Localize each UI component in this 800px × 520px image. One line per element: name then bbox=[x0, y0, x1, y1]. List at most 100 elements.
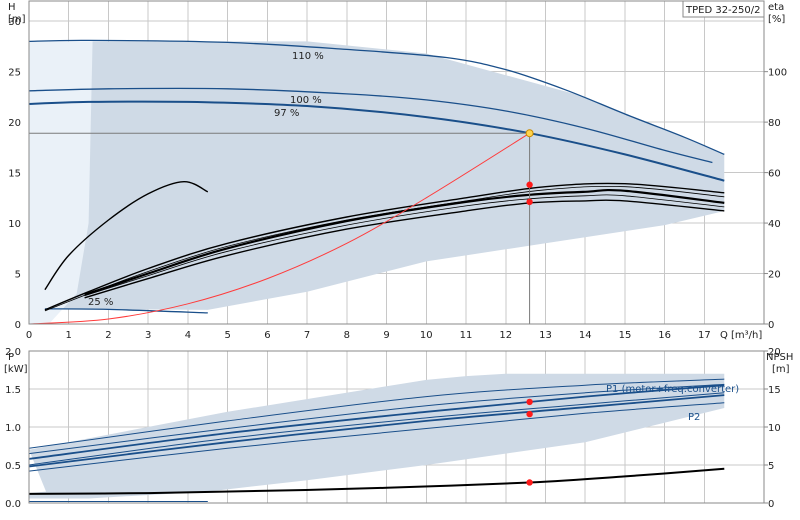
power-axis-unit: [kW] bbox=[4, 364, 28, 375]
chart-title: TPED 32-250/2 bbox=[685, 5, 761, 16]
curve-eta-1 bbox=[44, 182, 725, 311]
system-curve bbox=[28, 132, 530, 325]
curve-p1-110 bbox=[28, 378, 725, 449]
eta-axis-unit: [%] bbox=[768, 14, 785, 25]
power-panel: 0.0 0.5 1.0 1.5 2.0 0 5 10 15 20 P [kW] NPSH [m]… bbox=[4, 347, 793, 510]
power-duty-point bbox=[526, 398, 533, 406]
head-tick-label: 10 bbox=[8, 219, 21, 230]
power-duty-point bbox=[526, 479, 533, 486]
npsh-tick-label: 5 bbox=[768, 461, 774, 472]
q-axis-unit: [m³/h] bbox=[731, 330, 762, 341]
label-110: 110 % bbox=[292, 51, 324, 62]
curve-npsh bbox=[28, 467, 725, 495]
npsh-tick-label: 0 bbox=[768, 499, 774, 510]
head-tick-label: 5 bbox=[15, 270, 21, 281]
curve-97 bbox=[28, 100, 725, 182]
q-tick-label: 9 bbox=[383, 330, 389, 341]
q-tick-label: 1 bbox=[66, 330, 72, 341]
q-tick-label: 0 bbox=[26, 330, 32, 341]
npsh-tick-label: 20 bbox=[768, 347, 781, 358]
q-tick-label: 16 bbox=[658, 330, 671, 341]
eta-tick-label: 80 bbox=[768, 118, 781, 129]
npsh-y-ticks: 0 5 10 15 20 bbox=[764, 347, 781, 510]
npsh-tick-label: 15 bbox=[768, 385, 781, 396]
q-axis-label: Q bbox=[720, 330, 728, 341]
curve-eta-4 bbox=[44, 180, 209, 291]
curve-eta-3 bbox=[84, 199, 725, 299]
curve-p2-110 bbox=[28, 383, 725, 455]
q-tick-label: 7 bbox=[304, 330, 310, 341]
power-tick-label: 1.0 bbox=[5, 423, 21, 434]
duty-points bbox=[525, 129, 534, 206]
head-tick-label: 0 bbox=[15, 320, 21, 331]
head-y-ticks: 0 5 10 15 20 25 30 bbox=[8, 17, 21, 331]
label-p2: P2 bbox=[688, 412, 700, 423]
head-tick-label: 15 bbox=[8, 169, 21, 180]
eta-y-ticks: 0 20 40 60 80 100 bbox=[764, 68, 787, 331]
npsh-axis-label: NPSH bbox=[766, 352, 793, 363]
q-tick-label: 10 bbox=[420, 330, 433, 341]
curve-p1-motor-freq-converter bbox=[28, 384, 725, 460]
duty-point bbox=[525, 129, 534, 138]
eff-duty-point bbox=[526, 181, 533, 188]
curve-p2 bbox=[28, 394, 725, 468]
left-shade bbox=[29, 41, 93, 324]
npsh-axis-unit: [m] bbox=[772, 364, 790, 375]
q-tick-label: 2 bbox=[105, 330, 111, 341]
q-tick-label: 17 bbox=[698, 330, 711, 341]
curve-25 bbox=[44, 308, 208, 314]
power-duty-point bbox=[526, 410, 533, 418]
power-axis-label: P bbox=[8, 352, 14, 363]
head-frame bbox=[28, 0, 765, 325]
eta-curve-thin bbox=[44, 185, 725, 312]
head-series-group bbox=[28, 39, 725, 325]
q-tick-label: 4 bbox=[185, 330, 191, 341]
q-tick-label: 6 bbox=[264, 330, 270, 341]
power-duty-points bbox=[526, 398, 533, 486]
q-tick-label: 5 bbox=[224, 330, 230, 341]
power-tick-label: 0.0 bbox=[5, 499, 21, 510]
power-series-group bbox=[28, 378, 725, 503]
eta-tick-label: 100 bbox=[768, 68, 787, 79]
power-tick-label: 1.5 bbox=[5, 385, 21, 396]
curve-eta-2 bbox=[84, 188, 725, 296]
label-25: 25 % bbox=[88, 297, 113, 308]
npsh-tick-label: 10 bbox=[768, 423, 781, 434]
power-area bbox=[29, 373, 725, 499]
eta-tick-label: 20 bbox=[768, 270, 781, 281]
q-tick-label: 14 bbox=[579, 330, 592, 341]
head-axis-label: H bbox=[8, 2, 16, 13]
label-100: 100 % bbox=[290, 95, 322, 106]
eta-curve-thin bbox=[84, 194, 725, 297]
power-tick-label: 0.5 bbox=[5, 461, 21, 472]
head-tick-label: 20 bbox=[8, 118, 21, 129]
title-box bbox=[682, 0, 765, 18]
duty-guides bbox=[29, 132, 531, 324]
eta-tick-label: 60 bbox=[768, 169, 781, 180]
curve-p2-97 bbox=[28, 402, 725, 472]
eta-axis-label: eta bbox=[768, 2, 784, 13]
q-x-ticks: 0 1 2 3 4 5 6 7 8 9 10 11 12 13 14 15 16 17 bbox=[26, 330, 711, 341]
head-tick-label: 30 bbox=[8, 17, 21, 28]
head-axis-unit: [m] bbox=[8, 14, 26, 25]
q-tick-label: 3 bbox=[145, 330, 151, 341]
power-tick-label: 2.0 bbox=[5, 347, 21, 358]
eta-tick-label: 0 bbox=[768, 320, 774, 331]
curve-110 bbox=[28, 39, 725, 155]
eta-tick-label: 40 bbox=[768, 219, 781, 230]
q-tick-label: 11 bbox=[460, 330, 473, 341]
q-tick-label: 8 bbox=[344, 330, 350, 341]
q-tick-label: 13 bbox=[539, 330, 552, 341]
q-tick-label: 15 bbox=[619, 330, 632, 341]
operating-area bbox=[48, 41, 725, 310]
eff-duty-point bbox=[526, 198, 533, 206]
q-tick-label: 12 bbox=[499, 330, 512, 341]
power-y-ticks: 0.0 0.5 1.0 1.5 2.0 bbox=[5, 347, 21, 510]
curve-p1-97 bbox=[28, 392, 725, 466]
label-97: 97 % bbox=[274, 108, 299, 119]
npsh-area bbox=[29, 486, 109, 499]
label-p1: P1 (motor+freq.converter) bbox=[606, 384, 739, 395]
curve-100 bbox=[28, 87, 713, 164]
